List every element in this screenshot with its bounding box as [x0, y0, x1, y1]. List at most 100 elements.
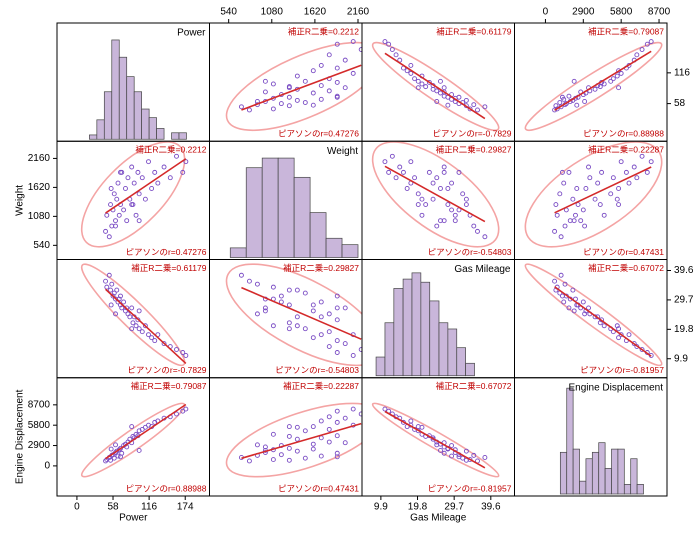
scatter-point: [567, 218, 573, 224]
scatter-point: [294, 323, 300, 329]
cell: [371, 141, 500, 248]
scatter-point: [106, 272, 112, 278]
scatter-point: [302, 100, 308, 105]
hist-bar: [133, 91, 143, 140]
scatter-point: [139, 329, 145, 335]
scatter-point: [129, 326, 135, 332]
scatter-point: [463, 457, 469, 463]
scatter-point: [578, 218, 584, 224]
scatter-point: [129, 305, 135, 311]
scatter-point: [571, 78, 577, 84]
hist-bar: [309, 212, 327, 258]
scatter-point: [129, 424, 135, 430]
scatter-point: [334, 79, 340, 85]
scatter-point: [123, 308, 128, 314]
scatter-point: [142, 323, 148, 329]
scatter-point: [116, 212, 122, 218]
scatter-point: [408, 159, 414, 165]
scatter-point: [262, 308, 268, 314]
hist-bar: [156, 128, 165, 140]
scatter-point: [449, 443, 455, 448]
hist-bar: [393, 288, 404, 377]
scatter-point: [174, 347, 179, 352]
scatter-point: [552, 107, 558, 113]
hist-bar: [617, 448, 625, 495]
scatter-point: [580, 207, 586, 213]
scatter-point: [294, 73, 300, 79]
scatter-point: [108, 186, 114, 191]
hist-bar: [630, 458, 638, 495]
scatter-point: [326, 414, 332, 420]
scatter-point: [161, 341, 167, 347]
cell: [80, 141, 189, 248]
hist-bar: [245, 167, 263, 258]
scatter-point: [559, 293, 565, 299]
scatter-point: [161, 164, 167, 170]
scatter-point: [129, 164, 135, 170]
scatter-point: [554, 212, 560, 218]
scatter-point: [616, 326, 622, 332]
diagonal-label: Engine Displacement: [569, 382, 664, 393]
scatter-point: [326, 344, 332, 350]
scatter-point: [434, 175, 440, 181]
hist-bar: [103, 91, 113, 140]
scatter-point: [246, 278, 252, 284]
x-tick-label: 116: [141, 502, 157, 513]
hist-bar: [438, 322, 449, 377]
scatter-point: [574, 186, 580, 191]
scatter-point: [262, 444, 268, 450]
scatter-point: [561, 180, 567, 186]
scatter-point: [286, 320, 292, 326]
scatter-point: [270, 323, 276, 329]
hist-bar: [447, 328, 458, 377]
cell: [225, 39, 362, 132]
x-tick-label: 0: [74, 502, 80, 513]
scatter-point: [109, 281, 115, 287]
hist-bar: [118, 56, 128, 140]
scatter-point: [566, 93, 572, 99]
hist-bar: [559, 451, 568, 495]
scatter-point: [393, 175, 399, 181]
scatter-point: [183, 353, 189, 358]
scatter-point: [618, 159, 624, 165]
scatter-point: [350, 39, 356, 45]
cell-frame: [361, 140, 515, 260]
scatter-point: [286, 424, 292, 430]
scatter-point: [302, 326, 308, 332]
scatter-point: [449, 207, 455, 213]
scatter-point: [286, 326, 292, 332]
hist-bar: [261, 157, 279, 258]
x-tick-label: 540: [220, 7, 237, 18]
scatter-point: [254, 442, 260, 448]
scatter-point: [334, 419, 340, 425]
scatter-point: [334, 408, 340, 414]
scatter-point: [386, 169, 392, 175]
cell: [80, 402, 189, 478]
scatter-point: [552, 278, 558, 284]
hist-bar: [636, 484, 644, 495]
scatter-point: [438, 78, 443, 84]
cell-frame: [361, 377, 515, 497]
scatter-point: [557, 100, 563, 105]
scatter-point: [616, 335, 622, 341]
scatter-point: [595, 180, 601, 186]
scatter-point: [294, 287, 300, 293]
hist-bar: [591, 451, 600, 495]
confidence-ellipse: [80, 402, 186, 478]
scatter-point: [467, 106, 473, 112]
scatter-point: [310, 446, 316, 452]
scatter-point: [631, 164, 637, 170]
x-tick-label: 19.8: [408, 502, 428, 513]
x-axis-title: Gas Mileage: [410, 513, 467, 524]
scatter-point: [558, 272, 564, 278]
scatter-point: [334, 41, 340, 47]
adj-r2-label: 補正R二乗=0.79087: [131, 381, 207, 391]
scatter-point: [119, 305, 125, 311]
scatter-point: [634, 175, 640, 181]
y-tick-label: 9.9: [674, 353, 688, 364]
pearson-label: ピアソンのr=0.47276: [278, 129, 359, 139]
hist-bar: [429, 300, 440, 377]
confidence-ellipse: [524, 41, 663, 132]
scatter-point: [423, 202, 429, 208]
regression-line: [384, 52, 486, 120]
